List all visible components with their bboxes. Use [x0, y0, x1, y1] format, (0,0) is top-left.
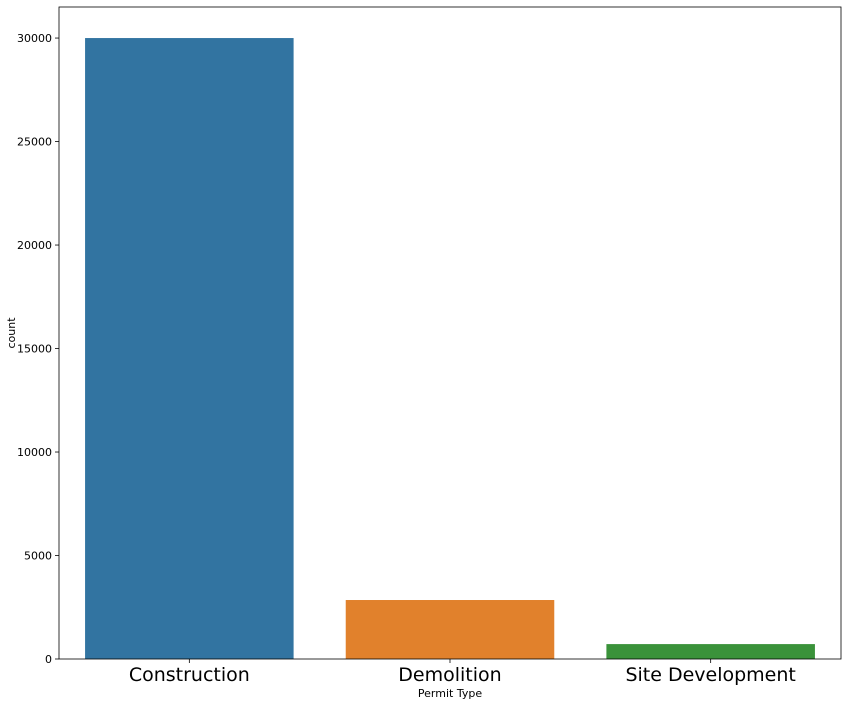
y-tick-label: 25000 — [17, 136, 52, 149]
x-tick-label: Construction — [129, 664, 250, 686]
x-axis-label: Permit Type — [418, 687, 482, 700]
y-tick-label: 20000 — [17, 239, 52, 252]
y-tick-label: 5000 — [24, 550, 52, 563]
y-axis-label: count — [5, 317, 18, 349]
y-tick-label: 0 — [45, 653, 52, 666]
y-tick-label: 15000 — [17, 343, 52, 356]
x-tick-label: Site Development — [625, 664, 795, 686]
bar-site-development — [606, 644, 815, 659]
x-tick-label: Demolition — [398, 664, 501, 686]
bar-construction — [85, 38, 294, 660]
bar-demolition — [345, 600, 555, 659]
plot-frame — [58, 6, 842, 660]
y-tick-label: 30000 — [17, 32, 52, 45]
y-tick-label: 10000 — [17, 446, 52, 459]
